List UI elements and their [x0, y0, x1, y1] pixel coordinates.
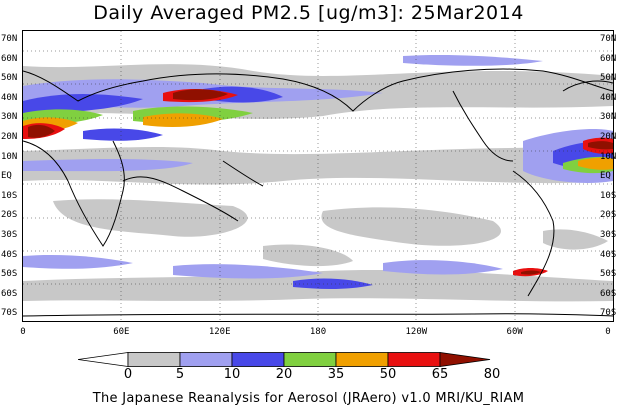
pm25-field [23, 31, 613, 321]
colorbar-level-label: 0 [123, 367, 133, 382]
pm25-map [22, 30, 614, 322]
map-title: Daily Averaged PM2.5 [ug/m3]: 25Mar2014 [93, 2, 524, 24]
lat-label-right: 50N [600, 73, 617, 84]
lat-label-right: 60S [600, 288, 617, 299]
lat-label-right: 30S [600, 230, 617, 240]
lat-label-left: 50N [1, 73, 18, 84]
colorbar-level-label: 10 [223, 367, 241, 382]
colorbar-level-label: 80 [483, 367, 501, 382]
lon-label: 0 [605, 327, 611, 337]
lat-label-right: 20N [600, 132, 617, 142]
lat-label-left: 60N [1, 53, 18, 64]
colorbar-bin [179, 352, 233, 367]
pm25-level-80-plus [28, 89, 613, 275]
lat-label-right: 60N [600, 53, 617, 64]
colorbar-bin-over [439, 352, 491, 367]
lat-label-left: 30S [1, 230, 18, 240]
lat-label-left: 10N [1, 151, 18, 162]
colorbar [78, 352, 491, 367]
lat-label-left: 20N [1, 132, 18, 142]
lat-label-right: 40S [600, 249, 617, 260]
lat-label-left: 60S [1, 288, 18, 299]
graticule [23, 31, 613, 321]
lat-label-right: 10N [600, 151, 617, 162]
lon-label: 0 [20, 327, 26, 337]
lon-label: 120W [405, 327, 428, 337]
colorbar-level-label: 65 [431, 367, 449, 382]
coastlines [23, 68, 613, 317]
lat-label-left: 70N [1, 34, 18, 44]
lon-label: 60E [113, 327, 130, 337]
lat-label-right: 20S [600, 210, 617, 221]
lat-label-right: 10S [600, 190, 617, 201]
colorbar-bin [387, 352, 441, 367]
lat-label-right: 30N [600, 112, 617, 123]
colorbar-level-label: 35 [327, 367, 345, 382]
colorbar-level-label: 20 [275, 367, 293, 382]
colorbar-bin [231, 352, 285, 367]
colorbar-bin [127, 352, 181, 367]
colorbar-bin [335, 352, 389, 367]
lon-label: 120E [208, 327, 231, 337]
lat-label-right: EQ [600, 171, 611, 182]
lon-label: 180 [309, 327, 327, 337]
lat-label-left: 50S [1, 269, 18, 280]
lon-label: 60W [506, 327, 523, 337]
lat-label-left: 40N [1, 92, 18, 103]
lat-label-left: 70S [1, 308, 18, 319]
lat-label-right: 50S [600, 269, 617, 280]
lat-label-right: 40N [600, 92, 617, 103]
lat-label-right: 70N [600, 34, 617, 44]
lat-label-left: 40S [1, 249, 18, 260]
colorbar-level-label: 50 [379, 367, 397, 382]
colorbar-bin [283, 352, 337, 367]
lat-label-left: 30N [1, 112, 18, 123]
lat-label-left: 20S [1, 210, 18, 221]
lat-label-left: EQ [1, 171, 12, 182]
lat-label-left: 10S [1, 190, 18, 201]
colorbar-level-label: 5 [175, 367, 185, 382]
colorbar-bin-under [78, 352, 129, 367]
lat-label-right: 70S [600, 308, 617, 319]
footer-credit: The Japanese Reanalysis for Aerosol (JRA… [92, 391, 525, 406]
